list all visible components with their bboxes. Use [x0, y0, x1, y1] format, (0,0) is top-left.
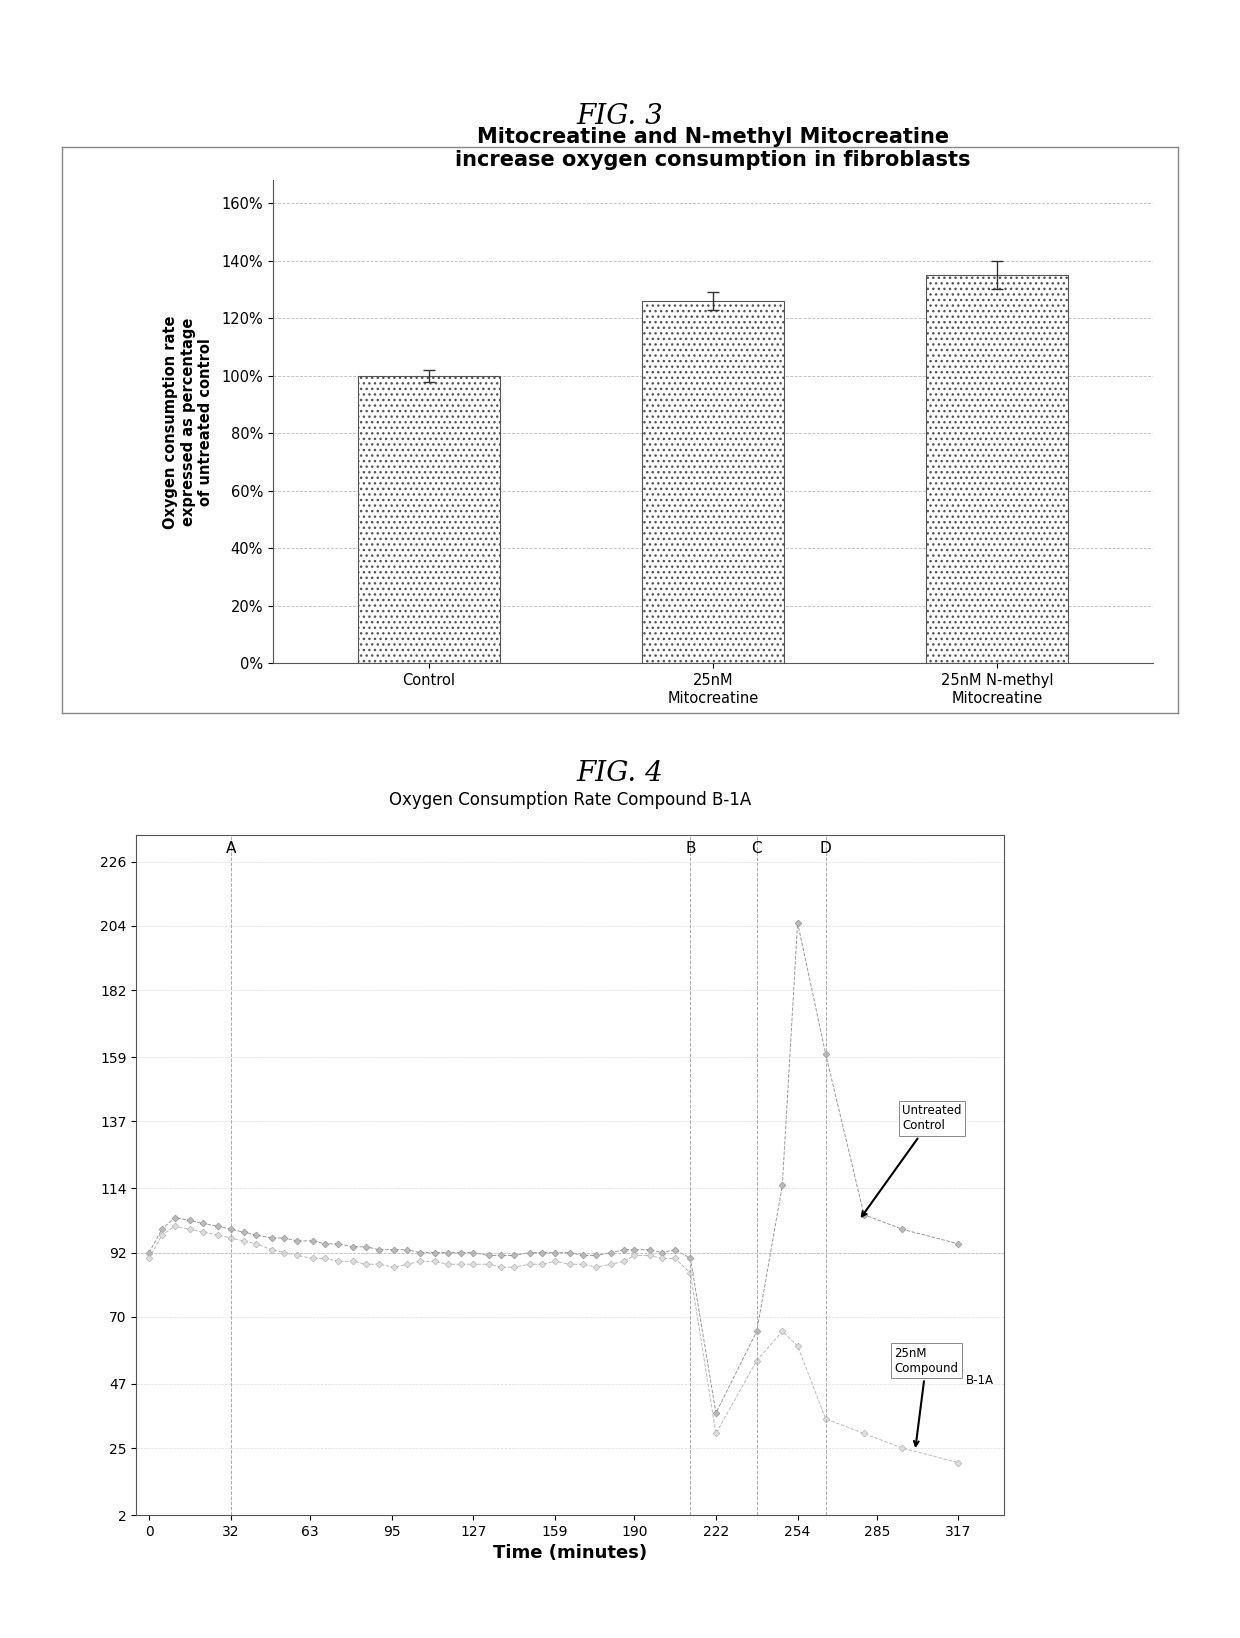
- Y-axis label: Oxygen consumption rate
expressed as percentage
of untreated control: Oxygen consumption rate expressed as per…: [164, 314, 213, 529]
- Text: B: B: [686, 842, 696, 857]
- Bar: [358, 375, 500, 663]
- Text: FIG. 4: FIG. 4: [577, 760, 663, 788]
- Text: B-1A: B-1A: [966, 1374, 994, 1387]
- Text: D: D: [820, 842, 832, 857]
- Bar: [926, 275, 1068, 663]
- Title: Mitocreatine and N-methyl Mitocreatine
increase oxygen consumption in fibroblast: Mitocreatine and N-methyl Mitocreatine i…: [455, 128, 971, 170]
- Text: A: A: [226, 842, 236, 857]
- Text: C: C: [751, 842, 763, 857]
- Title: Oxygen Consumption Rate Compound B-1A: Oxygen Consumption Rate Compound B-1A: [389, 791, 751, 809]
- Text: 25nM
Compound: 25nM Compound: [894, 1346, 959, 1446]
- Text: FIG. 3: FIG. 3: [577, 103, 663, 129]
- Bar: [642, 301, 784, 663]
- X-axis label: Time (minutes): Time (minutes): [494, 1545, 647, 1563]
- Text: Untreated
Control: Untreated Control: [862, 1104, 962, 1217]
